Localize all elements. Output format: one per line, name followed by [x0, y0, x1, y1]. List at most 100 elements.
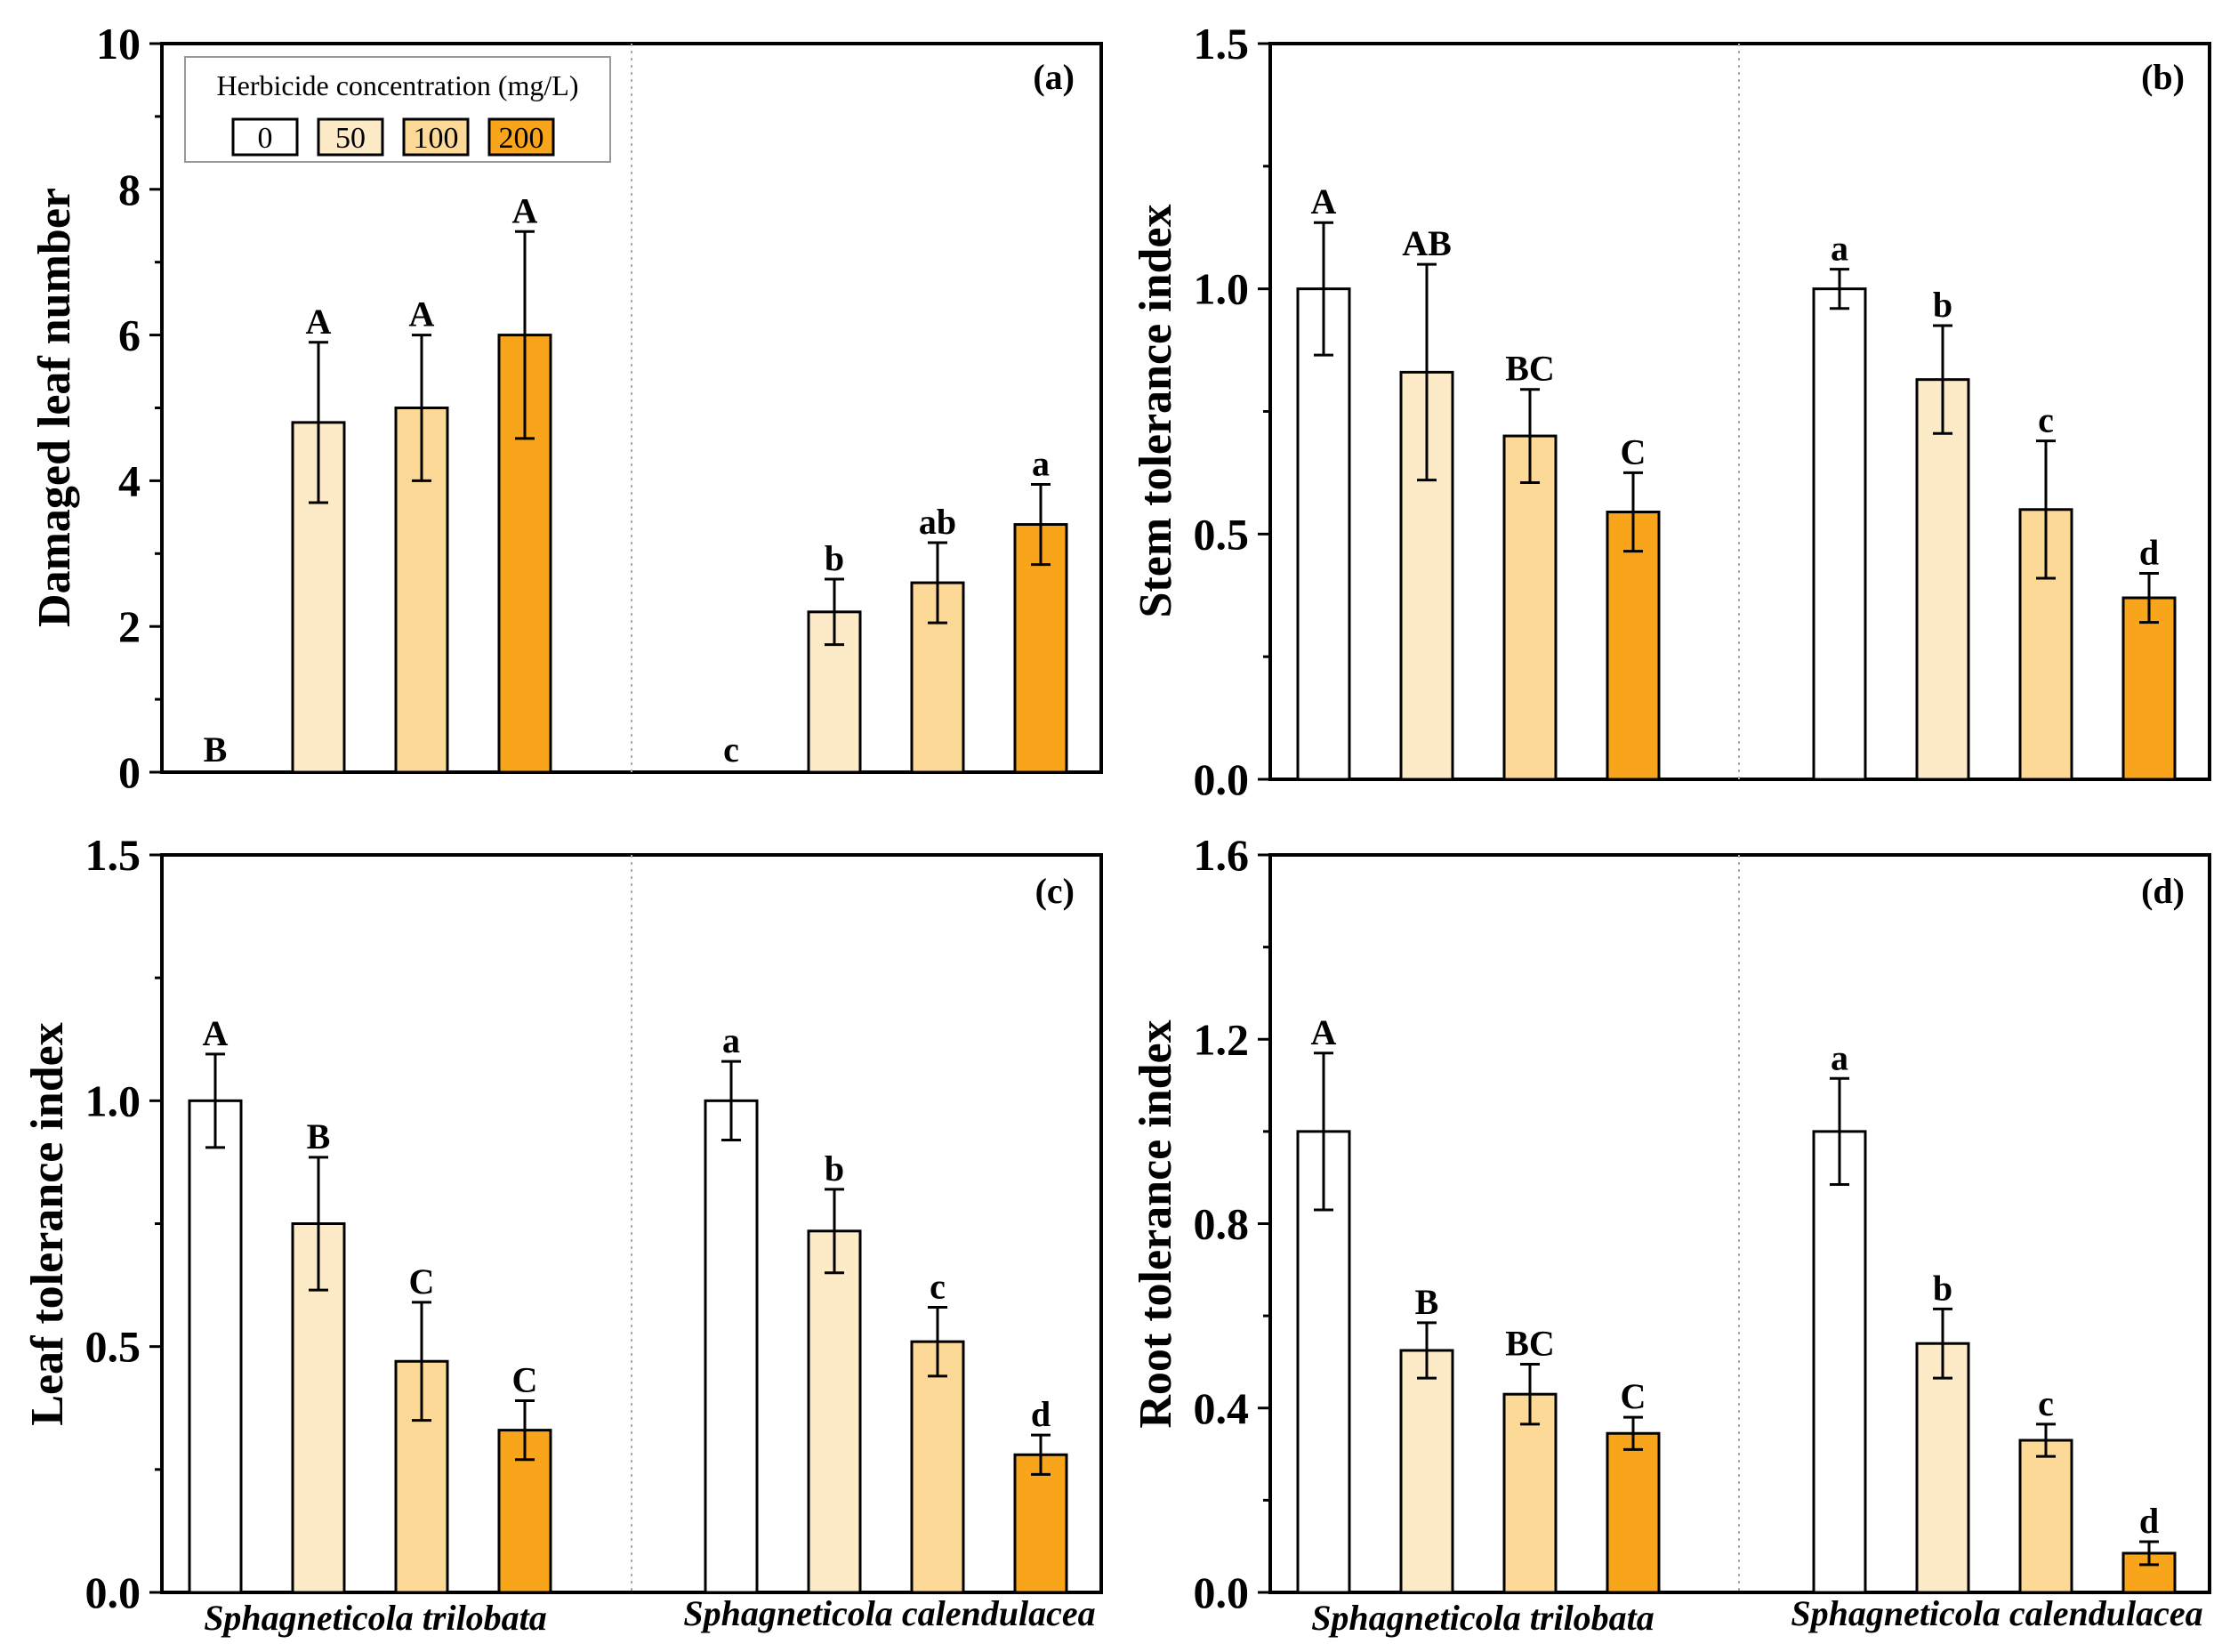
significance-letter: d	[2139, 1501, 2159, 1541]
bar	[1502, 434, 1558, 781]
significance-letter: a	[1831, 1037, 1848, 1077]
bar	[1399, 1349, 1454, 1594]
significance-letter: a	[722, 1020, 740, 1060]
y-tick-label: 1.5	[1194, 19, 1250, 68]
y-axis-label: Leaf tolerance index	[22, 1022, 73, 1425]
y-ticks: 0.0 0.5 1.0 1.5	[85, 830, 162, 1617]
y-tick-label: 6	[118, 310, 141, 360]
y-tick-label: 8	[118, 165, 141, 214]
y-tick-label: 0.4	[1194, 1383, 1250, 1433]
significance-letter: C	[1621, 1376, 1646, 1416]
legend-label-100: 100	[414, 122, 459, 155]
legend-swatch-0	[231, 117, 299, 157]
bar	[1812, 287, 1867, 781]
y-tick-label: 10	[96, 19, 141, 68]
y-tick-label: 0.0	[85, 1567, 141, 1617]
significance-letter: BC	[1505, 349, 1555, 389]
significance-letter: b	[825, 538, 844, 578]
bar	[2121, 596, 2177, 781]
y-tick-label: 2	[118, 601, 141, 651]
panel-label: (c)	[1035, 871, 1075, 911]
y-ticks: 0.0 0.5 1.0 1.5	[1194, 19, 1270, 804]
significance-letter: c	[2038, 400, 2054, 440]
y-ticks: 0.0 0.4 0.8 1.2 1.6	[1194, 830, 1270, 1617]
legend-label-50: 50	[335, 122, 366, 155]
bar	[807, 1229, 862, 1594]
x-category-label-0: Sphagneticola trilobata	[204, 1598, 547, 1638]
significance-letter: A	[409, 294, 435, 334]
bar	[1296, 287, 1351, 781]
significance-letter: A	[512, 190, 538, 230]
significance-letter: ab	[919, 502, 956, 542]
significance-letter: c	[2038, 1383, 2054, 1423]
bars: Aa AB b BC c Cd	[1296, 181, 2177, 781]
significance-letter: b	[825, 1148, 844, 1189]
y-tick-label: 1.5	[85, 830, 141, 880]
legend-label-200: 200	[499, 122, 544, 155]
y-tick-label: 0	[118, 747, 141, 797]
bar	[1812, 1130, 1867, 1594]
y-tick-label: 1.0	[1194, 264, 1250, 314]
significance-letter: B	[1415, 1282, 1439, 1322]
legend: Herbicide concentration (mg/L) 0 50 100 …	[184, 56, 611, 163]
bar	[910, 1340, 965, 1594]
legend-swatch-50	[317, 117, 384, 157]
bar	[1915, 378, 1970, 781]
bars: Aa B b BC c Cd	[1296, 1012, 2177, 1594]
significance-letter: AB	[1402, 223, 1452, 263]
significance-letter: C	[409, 1261, 435, 1301]
y-axis-label: Damaged leaf number	[29, 188, 80, 627]
bar	[704, 1099, 759, 1594]
significance-letter: B	[204, 729, 228, 770]
significance-letter: d	[2139, 532, 2159, 572]
y-tick-label: 1.6	[1194, 830, 1250, 880]
significance-letter: B	[307, 1116, 331, 1156]
panel-d: (d) Root tolerance index 0.0 0.4 0.8 1.2 1.6…	[1131, 830, 2211, 1638]
legend-label-0: 0	[258, 122, 273, 155]
significance-letter: A	[203, 1013, 229, 1053]
y-ticks: 0 2 4 6 8 10	[96, 19, 162, 797]
bar	[1606, 1431, 1661, 1594]
significance-letter: b	[1933, 1268, 1952, 1308]
bar	[1915, 1342, 1970, 1594]
legend-title: Herbicide concentration (mg/L)	[217, 69, 579, 101]
y-tick-label: 0.0	[1194, 1567, 1250, 1617]
bar	[1502, 1392, 1558, 1594]
significance-letter: c	[723, 729, 739, 770]
bar	[2018, 1438, 2073, 1594]
x-category-label-1: Sphagneticola calendulacea	[1791, 1593, 2202, 1633]
y-tick-label: 4	[118, 455, 141, 505]
y-tick-label: 0.0	[1194, 754, 1250, 804]
bar	[188, 1099, 243, 1594]
y-axis-label: Stem tolerance index	[1131, 204, 1181, 617]
significance-letter: A	[1311, 1012, 1337, 1052]
panel-b: (b) Stem tolerance index 0.0 0.5 1.0 1.5 Aa…	[1131, 19, 2211, 804]
x-category-label-0: Sphagneticola trilobata	[1311, 1598, 1654, 1638]
panel-label: (d)	[2141, 871, 2185, 911]
y-tick-label: 0.5	[85, 1322, 141, 1372]
significance-letter: b	[1933, 285, 1952, 325]
significance-letter: a	[1032, 443, 1050, 483]
significance-letter: C	[1621, 431, 1646, 471]
significance-letter: c	[930, 1266, 946, 1306]
panel-label: (a)	[1033, 57, 1075, 97]
legend-swatch-100	[402, 117, 470, 157]
y-tick-label: 1.0	[85, 1076, 141, 1125]
y-axis-label: Root tolerance index	[1131, 1019, 1181, 1428]
y-tick-label: 0.8	[1194, 1199, 1250, 1249]
legend-swatch-200	[487, 117, 555, 157]
y-tick-label: 1.2	[1194, 1014, 1250, 1064]
panel-label: (b)	[2141, 57, 2185, 97]
x-category-label-1: Sphagneticola calendulacea	[683, 1593, 1095, 1633]
significance-letter: a	[1831, 229, 1848, 269]
significance-letter: A	[1311, 181, 1337, 222]
bar	[1013, 1453, 1068, 1594]
significance-letter: BC	[1505, 1324, 1555, 1364]
significance-letter: d	[1031, 1394, 1051, 1434]
significance-letter: A	[306, 302, 332, 342]
